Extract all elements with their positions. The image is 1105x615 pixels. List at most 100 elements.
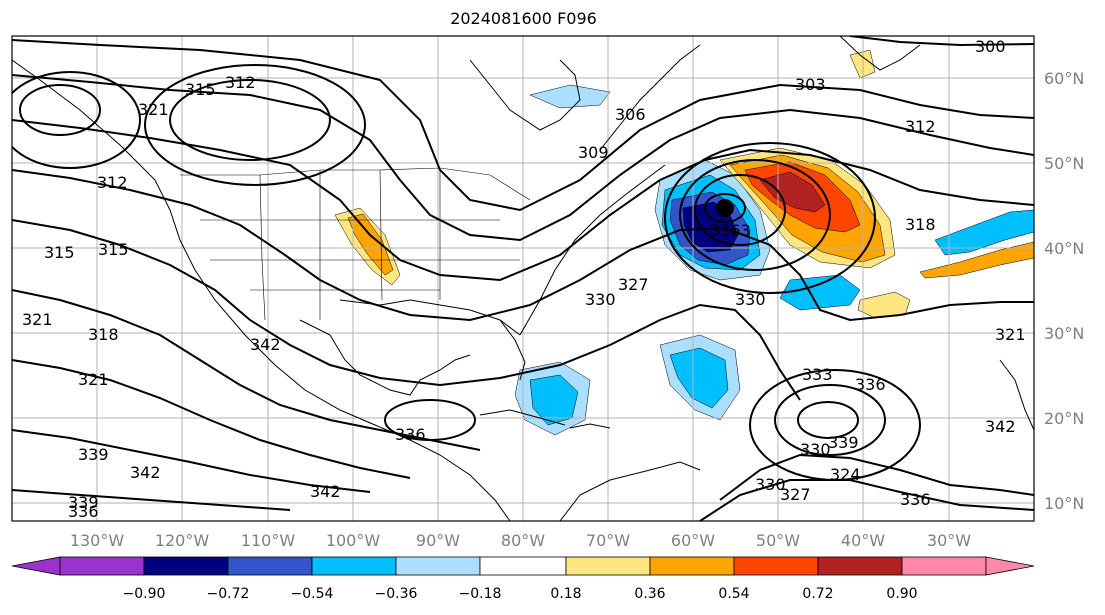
contour-label: 336	[855, 375, 886, 394]
colorbar-labels: −0.90 −0.72 −0.54 −0.36 −0.18 0.18 0.36 …	[123, 586, 918, 602]
contour-label: 324	[830, 465, 861, 484]
shade-blue-band-east	[934, 209, 1034, 256]
contour-label: 306	[615, 105, 646, 124]
contour-label: 342	[130, 463, 161, 482]
height-contours	[12, 36, 1034, 521]
lon-label: 110°W	[241, 531, 296, 550]
coast-hispaniola	[569, 423, 611, 429]
colorbar-segment	[817, 556, 903, 576]
lon-label: 60°W	[671, 531, 715, 550]
colorbar-label: 0.72	[802, 586, 833, 602]
coast-west	[12, 59, 511, 521]
contour-label: 318	[88, 325, 119, 344]
map-frame	[11, 35, 1035, 522]
lon-label: 30°W	[927, 531, 971, 550]
colorbar-segment	[649, 556, 735, 576]
contour-label: 315	[185, 80, 216, 99]
contour-label: 300	[975, 37, 1006, 56]
lon-label: 70°W	[586, 531, 630, 550]
longitude-labels: 130°W 120°W 110°W 100°W 90°W 80°W 70°W 6…	[70, 531, 971, 550]
colorbar-label: 0.90	[886, 586, 917, 602]
contour-label: 315	[98, 240, 129, 259]
lon-label: 40°W	[841, 531, 885, 550]
colorbar	[11, 556, 1035, 576]
coast-greenland	[839, 36, 921, 71]
colorbar-segment	[227, 556, 313, 576]
lat-label: 50°N	[1044, 154, 1084, 173]
colorbar-label: −0.18	[459, 586, 502, 602]
coast-hudson-bay	[469, 59, 581, 131]
contour-label: 309	[578, 143, 609, 162]
contour-label: 321	[78, 370, 109, 389]
contour-label: 339	[828, 433, 859, 452]
contour-label: 315	[44, 243, 75, 262]
shade-blue-atl	[669, 347, 729, 409]
colorbar-segment	[143, 556, 229, 576]
coastlines	[12, 36, 1034, 521]
lat-label: 10°N	[1044, 494, 1084, 513]
contour-label: 342	[250, 335, 281, 354]
colorbar-segment	[733, 556, 819, 576]
contour-label: 330	[585, 290, 616, 309]
map-panel: 300 303 306 309 312 312 312 315 315 315 …	[12, 36, 1034, 521]
colorbar-segment	[901, 556, 987, 576]
contour-label: 336	[900, 490, 931, 509]
colorbar-label: 0.54	[718, 586, 749, 602]
contour-label: 333	[802, 365, 833, 384]
contour-label: 312	[225, 73, 256, 92]
colorbar-extend-high	[985, 556, 1035, 576]
contour-label: 342	[310, 482, 341, 501]
colorbar-label: −0.36	[375, 586, 418, 602]
colorbar-label: 0.36	[634, 586, 665, 602]
contour-label: 327	[780, 485, 811, 504]
coast-mexico-gulf	[299, 319, 471, 396]
contour-labels: 300 303 306 309 312 312 312 315 315 315 …	[22, 37, 1026, 521]
contour-label: 321	[22, 310, 53, 329]
colorbar-label: −0.72	[207, 586, 250, 602]
contour-label: 330	[800, 440, 831, 459]
lon-label: 120°W	[155, 531, 210, 550]
contour-label: 303	[795, 75, 826, 94]
lat-label: 40°N	[1044, 239, 1084, 258]
contour-label: 342	[985, 417, 1016, 436]
state-borders	[180, 167, 531, 321]
coast-africa	[999, 359, 1034, 431]
shade-light-blue-north	[529, 84, 611, 109]
colorbar-label: 0.18	[550, 586, 581, 602]
contour-label: 339	[78, 445, 109, 464]
cyclone-center-marker	[716, 199, 734, 217]
map-title: 2024081600 F096	[450, 9, 597, 28]
colorbar-extend-low	[11, 556, 61, 576]
contour-label: 321	[138, 100, 169, 119]
contour-label: 330	[735, 290, 766, 309]
lon-label: 50°W	[756, 531, 800, 550]
coast-labrador	[599, 44, 701, 151]
contour-label: 3363	[710, 221, 751, 240]
colorbar-segment	[565, 556, 651, 576]
lon-label: 100°W	[326, 531, 381, 550]
lat-label: 30°N	[1044, 324, 1084, 343]
coast-florida	[499, 319, 526, 381]
coast-cuba	[479, 409, 566, 426]
colorbar-segment	[479, 556, 567, 576]
contour-label: 312	[97, 173, 128, 192]
contour-label: 312	[905, 117, 936, 136]
contour-label: 327	[618, 275, 649, 294]
lon-label: 80°W	[501, 531, 545, 550]
lat-label: 20°N	[1044, 409, 1084, 428]
contour-label: 336	[395, 425, 426, 444]
lon-label: 130°W	[70, 531, 125, 550]
contour-label: 321	[995, 325, 1026, 344]
contour-label: 336	[68, 502, 99, 521]
colorbar-segment	[59, 556, 145, 576]
colorbar-segment	[311, 556, 397, 576]
coast-east	[519, 164, 666, 336]
colorbar-label: −0.54	[291, 586, 334, 602]
lat-label: 60°N	[1044, 69, 1084, 88]
colorbar-segment	[395, 556, 481, 576]
contour-label: 330	[755, 475, 786, 494]
lon-label: 90°W	[416, 531, 460, 550]
contour-label: 318	[905, 215, 936, 234]
contour-label: 339	[68, 493, 99, 512]
